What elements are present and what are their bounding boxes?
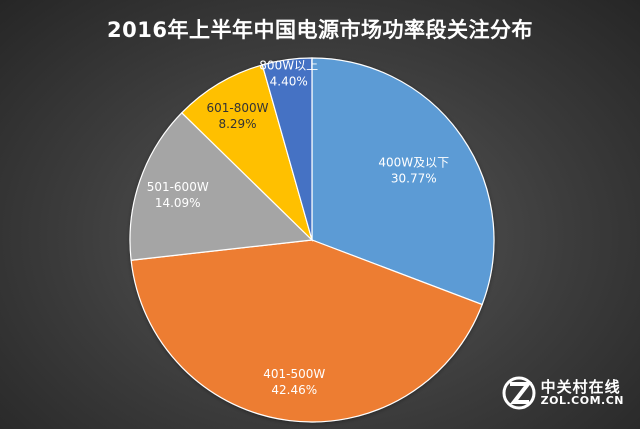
watermark-brand-en: ZOL.COM.CN [540,394,624,408]
pie-slice [311,57,495,306]
slice-category-label: 401-500W [263,367,325,381]
slice-value-label: 4.40% [270,74,308,88]
slice-category-label: 400W及以下 [378,156,449,170]
zol-logo-icon [502,376,536,410]
slice-value-label: 14.09% [155,196,201,210]
slice-value-label: 42.46% [271,383,317,397]
pie-slice [261,57,313,241]
slice-category-label: 501-600W [147,180,209,194]
pie-slice [130,239,483,423]
slice-category-label: 601-800W [206,101,268,115]
slice-value-label: 30.77% [391,172,437,186]
chart-title: 2016年上半年中国电源市场功率段关注分布 [107,18,533,42]
pie-slice [129,111,314,261]
pie-slice [180,64,314,243]
slice-value-label: 8.29% [218,117,256,131]
watermark-brand-cn: 中关村在线 [540,377,621,396]
slice-category-label: 800W以上 [259,58,318,72]
zol-watermark: 中关村在线 ZOL.COM.CN [501,371,624,415]
